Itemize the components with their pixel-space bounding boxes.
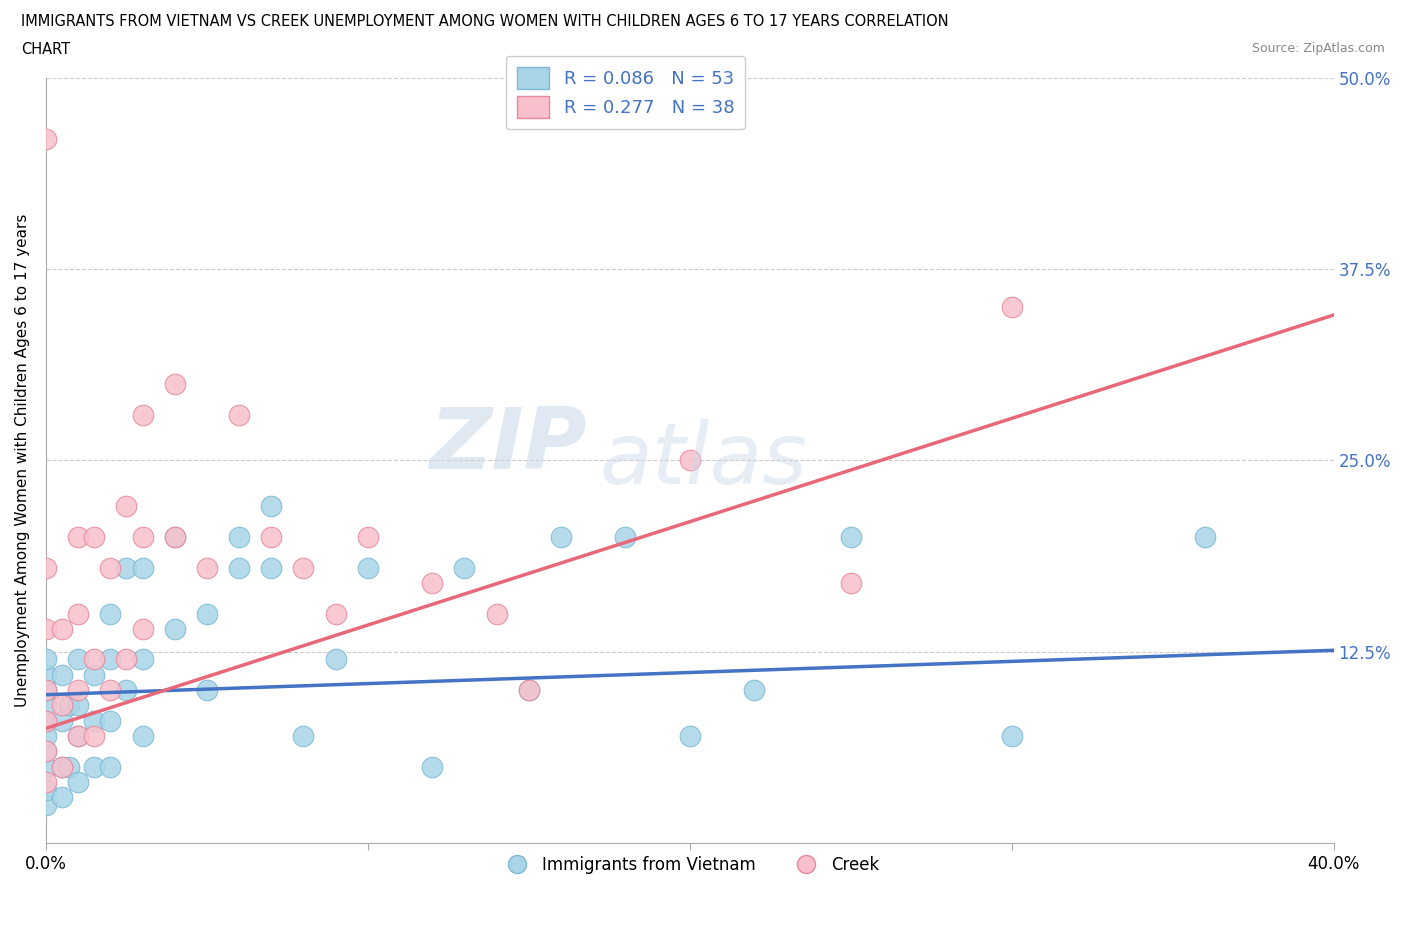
- Point: [35, 560, 58, 575]
- Point: [115, 683, 138, 698]
- Point: [325, 652, 347, 667]
- Point: [420, 759, 443, 774]
- Point: [131, 728, 153, 743]
- Point: [195, 683, 218, 698]
- Point: [35, 668, 58, 683]
- Point: [35, 683, 58, 698]
- Point: [517, 683, 540, 698]
- Point: [357, 560, 380, 575]
- Point: [115, 652, 138, 667]
- Point: [228, 529, 250, 544]
- Point: [67, 683, 90, 698]
- Point: [67, 652, 90, 667]
- Point: [131, 529, 153, 544]
- Point: [83, 668, 105, 683]
- Point: [98, 652, 121, 667]
- Point: [679, 728, 702, 743]
- Point: [67, 529, 90, 544]
- Point: [325, 606, 347, 621]
- Point: [35, 744, 58, 759]
- Point: [98, 560, 121, 575]
- Point: [35, 797, 58, 812]
- Point: [260, 560, 283, 575]
- Point: [115, 499, 138, 514]
- Legend: Immigrants from Vietnam, Creek: Immigrants from Vietnam, Creek: [494, 849, 886, 881]
- Point: [67, 728, 90, 743]
- Point: [35, 775, 58, 790]
- Point: [1001, 728, 1024, 743]
- Point: [679, 453, 702, 468]
- Point: [260, 529, 283, 544]
- Point: [292, 560, 315, 575]
- Point: [292, 728, 315, 743]
- Point: [98, 713, 121, 728]
- Point: [58, 759, 80, 774]
- Point: [51, 790, 73, 804]
- Point: [35, 782, 58, 797]
- Point: [51, 759, 73, 774]
- Point: [51, 668, 73, 683]
- Point: [228, 407, 250, 422]
- Point: [83, 529, 105, 544]
- Point: [35, 744, 58, 759]
- Point: [420, 576, 443, 591]
- Point: [35, 713, 58, 728]
- Point: [131, 652, 153, 667]
- Point: [67, 606, 90, 621]
- Point: [195, 560, 218, 575]
- Point: [35, 652, 58, 667]
- Point: [35, 621, 58, 636]
- Point: [517, 683, 540, 698]
- Text: CHART: CHART: [21, 42, 70, 57]
- Point: [1001, 300, 1024, 315]
- Point: [83, 759, 105, 774]
- Point: [550, 529, 572, 544]
- Point: [51, 621, 73, 636]
- Point: [742, 683, 765, 698]
- Point: [35, 728, 58, 743]
- Point: [83, 728, 105, 743]
- Point: [67, 728, 90, 743]
- Point: [83, 713, 105, 728]
- Point: [260, 499, 283, 514]
- Point: [51, 698, 73, 712]
- Point: [51, 713, 73, 728]
- Point: [839, 576, 862, 591]
- Y-axis label: Unemployment Among Women with Children Ages 6 to 17 years: Unemployment Among Women with Children A…: [15, 214, 30, 707]
- Point: [51, 759, 73, 774]
- Point: [35, 131, 58, 146]
- Point: [195, 606, 218, 621]
- Point: [163, 529, 186, 544]
- Point: [35, 683, 58, 698]
- Text: ZIP: ZIP: [429, 404, 586, 486]
- Point: [67, 698, 90, 712]
- Point: [35, 698, 58, 712]
- Point: [67, 775, 90, 790]
- Point: [453, 560, 475, 575]
- Point: [83, 652, 105, 667]
- Point: [131, 407, 153, 422]
- Point: [131, 560, 153, 575]
- Point: [228, 560, 250, 575]
- Point: [98, 606, 121, 621]
- Point: [131, 621, 153, 636]
- Point: [839, 529, 862, 544]
- Point: [163, 377, 186, 392]
- Point: [98, 683, 121, 698]
- Text: atlas: atlas: [599, 419, 807, 502]
- Point: [614, 529, 637, 544]
- Text: Source: ZipAtlas.com: Source: ZipAtlas.com: [1251, 42, 1385, 55]
- Point: [357, 529, 380, 544]
- Point: [35, 713, 58, 728]
- Point: [163, 621, 186, 636]
- Point: [485, 606, 508, 621]
- Point: [35, 759, 58, 774]
- Point: [58, 698, 80, 712]
- Point: [163, 529, 186, 544]
- Point: [98, 759, 121, 774]
- Point: [1194, 529, 1216, 544]
- Text: IMMIGRANTS FROM VIETNAM VS CREEK UNEMPLOYMENT AMONG WOMEN WITH CHILDREN AGES 6 T: IMMIGRANTS FROM VIETNAM VS CREEK UNEMPLO…: [21, 14, 949, 29]
- Point: [115, 560, 138, 575]
